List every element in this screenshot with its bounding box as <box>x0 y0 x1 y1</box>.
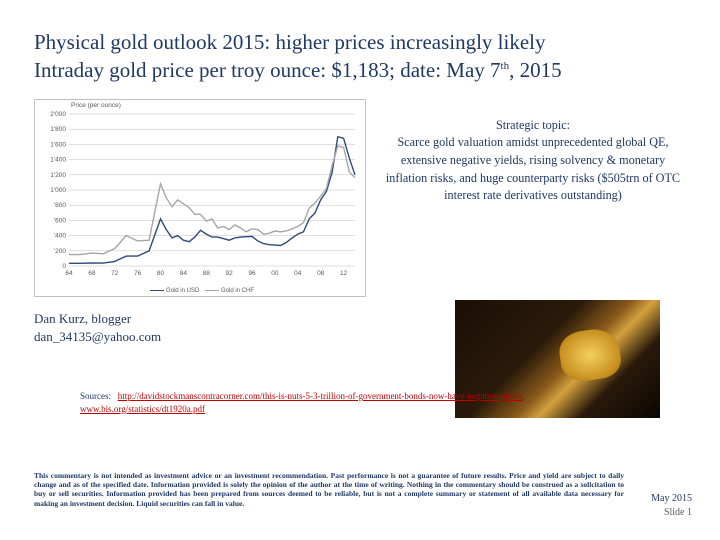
source-link-1[interactable]: http://davidstockmanscontracorner.com/th… <box>118 391 523 401</box>
svg-text:08: 08 <box>317 270 325 277</box>
title-block: Physical gold outlook 2015: higher price… <box>0 0 720 93</box>
strategic-heading: Strategic topic: <box>380 117 686 135</box>
svg-text:1'000: 1'000 <box>50 187 66 194</box>
svg-text:80: 80 <box>157 270 165 277</box>
gold-price-chart: Price (per ounce) 0 '200 '400 '600 '800 1'000… <box>34 99 366 297</box>
svg-text:92: 92 <box>226 270 234 277</box>
svg-text:'200: '200 <box>54 247 66 254</box>
svg-text:68: 68 <box>88 270 96 277</box>
disclaimer: This commentary is not intended as inves… <box>34 471 624 509</box>
content-row: Price (per ounce) 0 '200 '400 '600 '800 1'000… <box>0 93 720 297</box>
svg-text:76: 76 <box>134 270 142 277</box>
svg-text:1'800: 1'800 <box>50 126 66 133</box>
svg-text:'600: '600 <box>54 217 66 224</box>
legend-label-chf: Gold in CHF <box>221 288 254 294</box>
svg-text:64: 64 <box>65 270 73 277</box>
svg-text:2'000: 2'000 <box>50 111 66 118</box>
svg-text:84: 84 <box>180 270 188 277</box>
legend-swatch-chf <box>205 290 219 291</box>
source-link-2[interactable]: www.bis.org/statistics/dt1920a.pdf <box>80 404 205 414</box>
author-block: Dan Kurz, blogger dan_34135@yahoo.com <box>34 310 161 345</box>
chart-legend: Gold in USD Gold in CHF <box>35 288 365 294</box>
sources-block: Sources: http://davidstockmanscontracorn… <box>80 390 560 415</box>
svg-text:0: 0 <box>62 263 66 270</box>
svg-text:'400: '400 <box>54 232 66 239</box>
gold-figurine <box>557 326 623 384</box>
title-line-2: Intraday gold price per troy ounce: $1,1… <box>34 56 686 84</box>
chart-y-axis-title: Price (per ounce) <box>71 102 121 109</box>
chart-svg: 0 '200 '400 '600 '800 1'000 1'200 1'400 1'600 1'8… <box>41 110 361 280</box>
footer-slide: Slide 1 <box>664 507 692 518</box>
svg-text:1'400: 1'400 <box>50 156 66 163</box>
svg-text:96: 96 <box>248 270 256 277</box>
svg-text:00: 00 <box>271 270 279 277</box>
svg-text:12: 12 <box>340 270 348 277</box>
strategic-topic: Strategic topic: Scarce gold valuation a… <box>380 99 686 297</box>
strategic-body: Scarce gold valuation amidst unprecedent… <box>380 134 686 205</box>
footer-date: May 2015 <box>651 493 692 504</box>
svg-text:1'200: 1'200 <box>50 171 66 178</box>
svg-text:72: 72 <box>111 270 119 277</box>
title-line-1: Physical gold outlook 2015: higher price… <box>34 28 686 56</box>
svg-text:88: 88 <box>203 270 211 277</box>
sources-label: Sources: <box>80 391 111 401</box>
legend-label-usd: Gold in USD <box>166 288 199 294</box>
svg-text:04: 04 <box>294 270 302 277</box>
author-name: Dan Kurz, blogger <box>34 310 161 328</box>
svg-text:'800: '800 <box>54 202 66 209</box>
legend-swatch-usd <box>150 290 164 291</box>
author-email: dan_34135@yahoo.com <box>34 328 161 346</box>
svg-text:1'600: 1'600 <box>50 141 66 148</box>
